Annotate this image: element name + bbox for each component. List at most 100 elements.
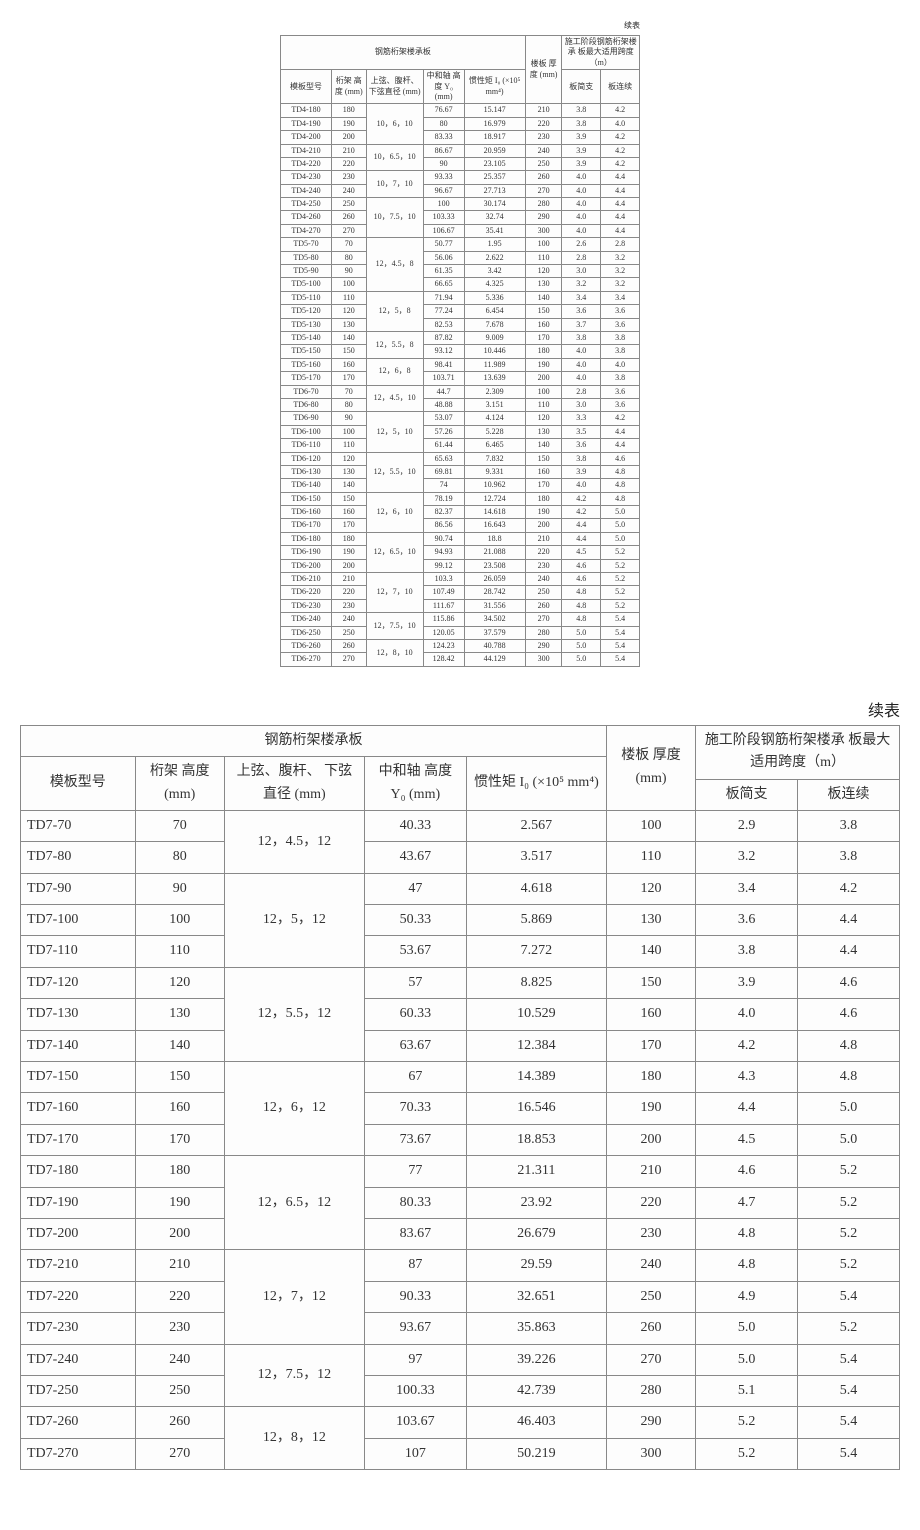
cell-slab: 140 xyxy=(525,439,562,452)
cell-truss-height: 210 xyxy=(331,144,366,157)
cell-model: TD4-210 xyxy=(281,144,332,157)
cell-span-simple: 4.0 xyxy=(562,345,601,358)
cell-i0: 34.502 xyxy=(464,613,525,626)
cell-y0: 61.44 xyxy=(423,439,464,452)
cell-truss-height: 160 xyxy=(331,506,366,519)
cell-slab: 170 xyxy=(525,479,562,492)
cell-chord-spec: 12，6.5，12 xyxy=(224,1156,364,1250)
cell-span-cont: 4.2 xyxy=(601,144,640,157)
cell-span-cont: 3.8 xyxy=(601,331,640,344)
cell-span-cont: 4.8 xyxy=(601,465,640,478)
cell-slab: 240 xyxy=(525,144,562,157)
cell-span-cont: 3.6 xyxy=(601,318,640,331)
cell-span-cont: 3.2 xyxy=(601,265,640,278)
cell-y0: 47 xyxy=(364,873,466,904)
cell-truss-height: 190 xyxy=(331,117,366,130)
table-row: TD7-20020083.6726.6792304.85.2 xyxy=(21,1219,900,1250)
truss-table-big: 钢筋桁架楼承板 楼板 厚度 (mm) 施工阶段钢筋桁架楼承 板最大适用跨度（m）… xyxy=(20,725,900,1470)
cell-truss-height: 130 xyxy=(331,465,366,478)
cell-model: TD4-260 xyxy=(281,211,332,224)
cell-y0: 50.33 xyxy=(364,905,466,936)
cell-chord-spec: 12，7，10 xyxy=(366,573,423,613)
cell-truss-height: 190 xyxy=(331,546,366,559)
cell-truss-height: 120 xyxy=(331,305,366,318)
cell-model: TD5-100 xyxy=(281,278,332,291)
cell-span-cont: 4.6 xyxy=(798,999,900,1030)
col-slab: 楼板 厚度 (mm) xyxy=(606,725,695,810)
cell-truss-height: 140 xyxy=(331,479,366,492)
cell-span-simple: 4.0 xyxy=(562,211,601,224)
cell-y0: 103.3 xyxy=(423,573,464,586)
cell-truss-height: 90 xyxy=(331,412,366,425)
cell-model: TD6-100 xyxy=(281,425,332,438)
cell-i0: 5.336 xyxy=(464,291,525,304)
cell-model: TD6-110 xyxy=(281,439,332,452)
cell-y0: 71.94 xyxy=(423,291,464,304)
table-row: TD6-1401407410.9621704.04.8 xyxy=(281,479,640,492)
cell-model: TD6-210 xyxy=(281,573,332,586)
table-row: TD6-15015012，6，1078.1912.7241804.24.8 xyxy=(281,492,640,505)
cell-chord-spec: 12，7.5，12 xyxy=(224,1344,364,1407)
cell-span-cont: 4.8 xyxy=(601,492,640,505)
cell-slab: 270 xyxy=(606,1344,695,1375)
cell-slab: 230 xyxy=(525,131,562,144)
cell-span-simple: 4.0 xyxy=(562,479,601,492)
continued-label-top: 续表 xyxy=(280,20,640,31)
cell-truss-height: 220 xyxy=(331,157,366,170)
cell-chord-spec: 12，7，12 xyxy=(224,1250,364,1344)
cell-i0: 8.825 xyxy=(466,967,606,998)
table-row: TD4-1901908016.9792203.84.0 xyxy=(281,117,640,130)
table-row: TD7-707012，4.5，1240.332.5671002.93.8 xyxy=(21,810,900,841)
cell-truss-height: 200 xyxy=(135,1219,224,1250)
cell-span-simple: 4.0 xyxy=(562,198,601,211)
table-head: 钢筋桁架楼承板 楼板 厚度 (mm) 施工阶段钢筋桁架楼承 板最大适用跨度（m）… xyxy=(281,36,640,104)
cell-y0: 93.67 xyxy=(364,1313,466,1344)
cell-i0: 5.869 xyxy=(466,905,606,936)
cell-truss-height: 140 xyxy=(331,331,366,344)
col-span-simple: 板简支 xyxy=(696,779,798,810)
cell-slab: 200 xyxy=(606,1124,695,1155)
cell-slab: 220 xyxy=(525,546,562,559)
cell-y0: 82.53 xyxy=(423,318,464,331)
cell-y0: 103.71 xyxy=(423,372,464,385)
cell-slab: 290 xyxy=(525,211,562,224)
cell-span-cont: 5.2 xyxy=(798,1156,900,1187)
cell-truss-height: 210 xyxy=(331,573,366,586)
cell-slab: 210 xyxy=(606,1156,695,1187)
cell-y0: 106.67 xyxy=(423,224,464,237)
cell-y0: 90 xyxy=(423,157,464,170)
cell-truss-height: 160 xyxy=(331,358,366,371)
cell-y0: 107.49 xyxy=(423,586,464,599)
cell-i0: 40.788 xyxy=(464,639,525,652)
cell-model: TD4-270 xyxy=(281,224,332,237)
cell-i0: 35.863 xyxy=(466,1313,606,1344)
cell-model: TD7-170 xyxy=(21,1124,136,1155)
cell-i0: 4.124 xyxy=(464,412,525,425)
cell-span-simple: 4.3 xyxy=(696,1062,798,1093)
table-row: TD4-21021010，6.5，1086.6720.9592403.94.2 xyxy=(281,144,640,157)
cell-y0: 103.67 xyxy=(364,1407,466,1438)
cell-i0: 25.357 xyxy=(464,171,525,184)
cell-chord-spec: 12，5.5，8 xyxy=(366,331,423,358)
cell-span-simple: 3.9 xyxy=(562,157,601,170)
table-row: TD6-808048.883.1511103.03.6 xyxy=(281,398,640,411)
cell-slab: 240 xyxy=(525,573,562,586)
cell-span-simple: 4.6 xyxy=(696,1156,798,1187)
cell-truss-height: 120 xyxy=(331,452,366,465)
cell-y0: 86.67 xyxy=(423,144,464,157)
cell-truss-height: 260 xyxy=(135,1407,224,1438)
cell-i0: 12.724 xyxy=(464,492,525,505)
cell-chord-spec: 12，7.5，10 xyxy=(366,613,423,640)
cell-model: TD7-160 xyxy=(21,1093,136,1124)
cell-y0: 120.05 xyxy=(423,626,464,639)
cell-slab: 200 xyxy=(525,519,562,532)
cell-span-cont: 4.8 xyxy=(798,1030,900,1061)
cell-model: TD6-180 xyxy=(281,532,332,545)
cell-span-cont: 4.0 xyxy=(601,117,640,130)
table-row: TD4-25025010，7.5，1010030.1742804.04.4 xyxy=(281,198,640,211)
cell-span-cont: 5.2 xyxy=(601,546,640,559)
cell-y0: 60.33 xyxy=(364,999,466,1030)
cell-model: TD7-110 xyxy=(21,936,136,967)
table-row: TD7-14014063.6712.3841704.24.8 xyxy=(21,1030,900,1061)
cell-span-cont: 3.6 xyxy=(601,385,640,398)
